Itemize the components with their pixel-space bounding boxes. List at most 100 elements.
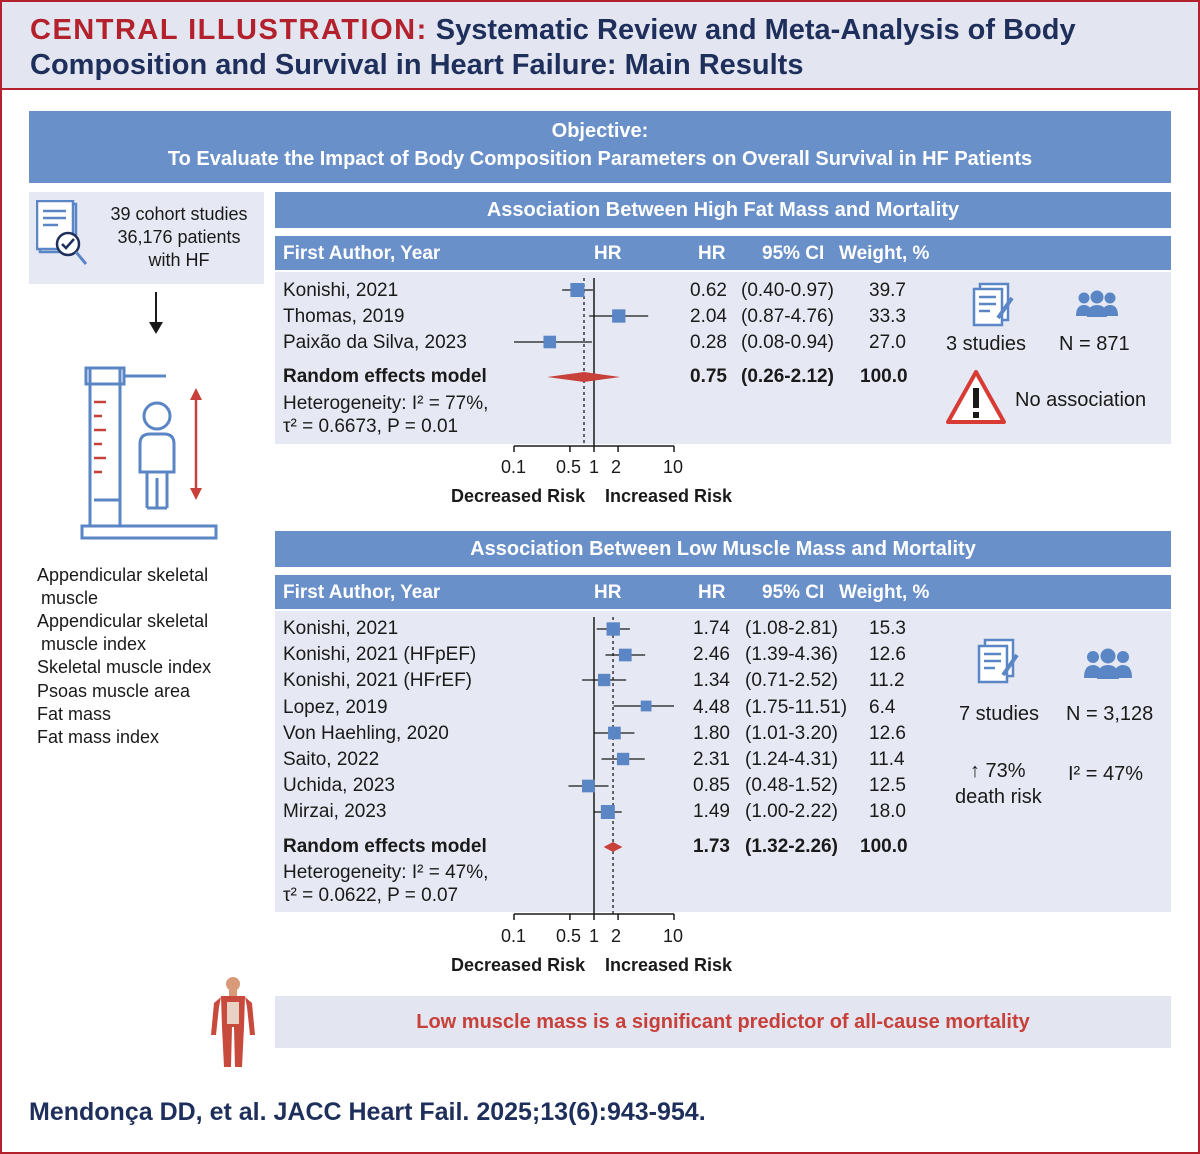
ci-value: (1.75-11.51): [745, 697, 848, 718]
axis-tick: 0.1: [501, 926, 527, 946]
axis-tick: 1: [589, 457, 600, 477]
weight-value: 12.6: [869, 723, 906, 744]
ci-value: (1.08-2.81): [745, 618, 838, 639]
hr-value: 2.04: [690, 306, 727, 327]
fat-panel: [275, 272, 1171, 444]
study-author: Konishi, 2021 (HFpEF): [283, 644, 477, 665]
studies-box: 39 cohort studies 36,176 patients with H…: [29, 192, 264, 284]
hr-marker: [612, 309, 626, 323]
col-author: First Author, Year: [283, 582, 441, 603]
patients-count: 36,176 patients: [117, 227, 241, 247]
heterogeneity-2: τ² = 0.6673, P = 0.01: [283, 416, 459, 437]
hr-value: 1.80: [693, 723, 730, 744]
study-author: Lopez, 2019: [283, 697, 388, 718]
risk-increase: ↑ 73%: [970, 760, 1026, 782]
muscle-studies: 7 studies: [959, 703, 1040, 725]
pooled-label: Random effects model: [283, 366, 487, 387]
objective-text: To Evaluate the Impact of Body Compositi…: [167, 148, 1033, 170]
weight-value: 15.3: [869, 618, 906, 639]
study-author: Saito, 2022: [283, 749, 380, 770]
axis-tick: 0.5: [556, 457, 582, 477]
col-ci: 95% CI: [762, 243, 825, 264]
weight-value: 6.4: [869, 697, 896, 718]
fat-result: No association: [1015, 389, 1147, 411]
hr-value: 0.85: [693, 775, 730, 796]
parameter-item: Psoas muscle area: [37, 681, 191, 701]
objective-label: Objective:: [551, 120, 649, 142]
fat-n: N = 871: [1059, 333, 1130, 355]
weight-value: 27.0: [869, 332, 906, 353]
heterogeneity-2: τ² = 0.0622, P = 0.07: [283, 885, 459, 906]
hr-marker: [543, 335, 557, 349]
study-author: Konishi, 2021: [283, 618, 399, 639]
pooled-diamond: [547, 372, 621, 382]
hr-value: 2.46: [693, 644, 730, 665]
ci-value: (0.87-4.76): [741, 306, 834, 327]
pooled-label: Random effects model: [283, 836, 487, 857]
weight-value: 11.2: [869, 670, 905, 691]
heterogeneity-1: Heterogeneity: I² = 77%,: [283, 393, 489, 414]
title-lead: CENTRAL ILLUSTRATION:: [30, 14, 428, 46]
pooled-ci: (1.32-2.26): [745, 836, 838, 857]
fat-section-title: Association Between High Fat Mass and Mo…: [275, 192, 1171, 228]
pooled-ci: (0.26-2.12): [741, 366, 834, 387]
fat-column-header: First Author, Year HR HR 95% CI Weight, …: [275, 236, 1171, 270]
parameter-item: Fat mass: [37, 704, 112, 724]
hr-value: 1.34: [693, 670, 730, 691]
studies-count: 39 cohort studies: [110, 204, 248, 224]
pooled-diamond: [603, 842, 623, 852]
muscular-body-icon: [211, 977, 255, 1067]
weight-value: 11.4: [869, 749, 905, 770]
people-icon: [1076, 290, 1118, 317]
muscle-n: N = 3,128: [1066, 703, 1154, 725]
weight-value: 12.5: [869, 775, 906, 796]
col-weight: Weight, %: [839, 582, 930, 603]
title-text-1: Systematic Review and Meta-Analysis of B…: [435, 14, 1076, 46]
pooled-weight: 100.0: [860, 366, 908, 387]
axis-tick: 2: [611, 457, 622, 477]
parameter-item: muscle index: [41, 634, 147, 654]
title-line-1: CENTRAL ILLUSTRATION: Systematic Review …: [30, 14, 1076, 47]
patients-condition: with HF: [148, 250, 210, 270]
col-weight: Weight, %: [839, 243, 930, 264]
decreased-risk-label: Decreased Risk: [451, 955, 586, 975]
study-author: Thomas, 2019: [283, 306, 405, 327]
col-hr-plot: HR: [594, 243, 622, 264]
hr-marker: [598, 673, 611, 687]
ci-value: (1.00-2.22): [745, 801, 838, 822]
parameter-item: Appendicular skeletal: [37, 565, 209, 585]
heterogeneity-1: Heterogeneity: I² = 47%,: [283, 862, 489, 883]
fat-studies: 3 studies: [946, 333, 1027, 355]
header: CENTRAL ILLUSTRATION: Systematic Review …: [2, 2, 1198, 90]
axis-tick: 1: [589, 926, 600, 946]
axis-tick: 0.5: [556, 926, 582, 946]
decreased-risk-label: Decreased Risk: [451, 486, 586, 506]
ci-value: (0.71-2.52): [745, 670, 838, 691]
col-hr-plot: HR: [594, 582, 622, 603]
axis-tick: 2: [611, 926, 622, 946]
col-ci: 95% CI: [762, 582, 825, 603]
hr-value: 0.28: [690, 332, 727, 353]
muscle-column-header: First Author, Year HR HR 95% CI Weight, …: [275, 575, 1171, 609]
fat-forest-plot: [513, 278, 675, 452]
increased-risk-label: Increased Risk: [605, 486, 733, 506]
hr-marker: [570, 283, 585, 297]
axis-tick: 10: [663, 926, 684, 946]
title-line-2: Composition and Survival in Heart Failur…: [30, 49, 804, 81]
muscle-section-title: Association Between Low Muscle Mass and …: [275, 531, 1171, 567]
documents-icon: [977, 638, 1019, 684]
hr-marker: [606, 622, 620, 636]
weight-value: 18.0: [869, 801, 906, 822]
study-author: Mirzai, 2023: [283, 801, 387, 822]
ci-value: (1.24-4.31): [745, 749, 838, 770]
objective-band: Objective: To Evaluate the Impact of Bod…: [29, 111, 1171, 183]
increased-risk-label: Increased Risk: [605, 955, 733, 975]
hr-marker: [608, 726, 621, 740]
muscle-i2: I² = 47%: [1068, 763, 1144, 785]
hr-value: 4.48: [693, 697, 730, 718]
documents-icon: [972, 282, 1014, 327]
parameter-item: Fat mass index: [37, 727, 160, 747]
hr-value: 0.62: [690, 280, 727, 301]
ci-value: (1.01-3.20): [745, 723, 838, 744]
